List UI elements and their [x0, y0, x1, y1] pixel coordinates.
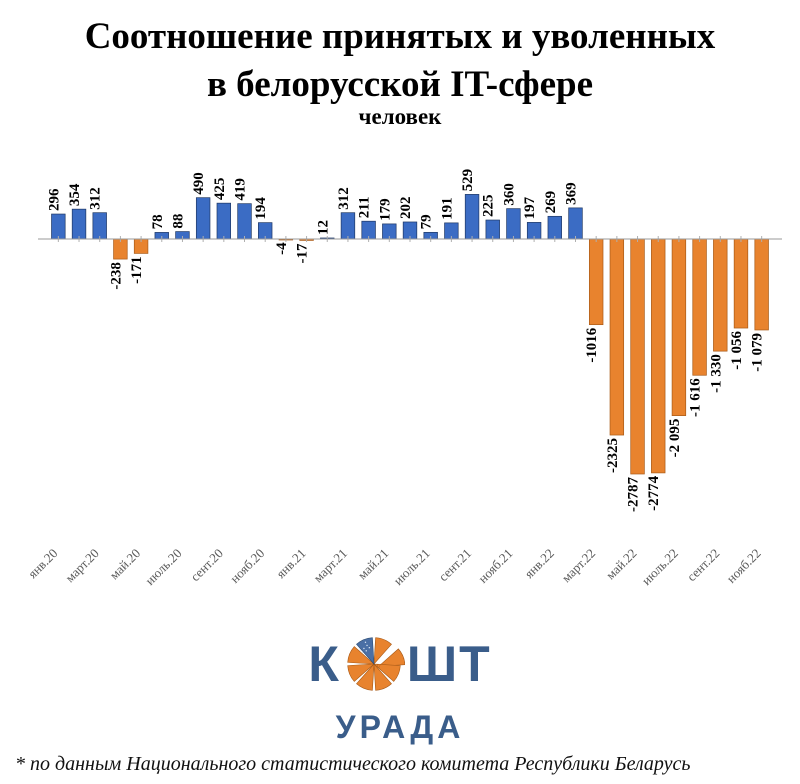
svg-text:296: 296: [46, 188, 62, 211]
svg-text:312: 312: [336, 187, 352, 210]
svg-text:май.21: май.21: [355, 546, 392, 583]
svg-text:179: 179: [377, 198, 393, 221]
svg-text:197: 197: [522, 196, 538, 219]
svg-text:-2 095: -2 095: [667, 419, 683, 458]
svg-text:нояб.20: нояб.20: [227, 546, 267, 586]
svg-text:-17: -17: [295, 243, 311, 263]
svg-text:май.22: май.22: [603, 546, 640, 583]
svg-text:-171: -171: [129, 256, 145, 284]
svg-text:211: 211: [357, 197, 373, 219]
svg-text:425: 425: [212, 178, 228, 201]
svg-text:янв.22: янв.22: [521, 546, 557, 582]
svg-text:июль.22: июль.22: [639, 546, 681, 588]
svg-text:194: 194: [253, 197, 269, 220]
svg-text:-238: -238: [108, 262, 124, 290]
svg-text:-2787: -2787: [626, 477, 642, 512]
svg-text:12: 12: [315, 220, 331, 235]
svg-text:нояб.21: нояб.21: [475, 546, 515, 586]
svg-text:79: 79: [419, 214, 435, 229]
svg-text:-1 616: -1 616: [688, 378, 704, 417]
svg-text:-1 330: -1 330: [708, 354, 724, 393]
svg-text:янв.21: янв.21: [273, 546, 309, 582]
svg-text:269: 269: [543, 191, 559, 214]
svg-text:-1 079: -1 079: [750, 333, 766, 372]
svg-text:-2774: -2774: [646, 475, 662, 510]
svg-text:-1016: -1016: [584, 327, 600, 362]
svg-text:нояб.22: нояб.22: [723, 546, 763, 586]
svg-text:419: 419: [233, 178, 249, 201]
svg-text:360: 360: [501, 183, 517, 206]
svg-text:июль.21: июль.21: [390, 546, 432, 588]
svg-text:май.20: май.20: [106, 546, 143, 583]
svg-text:март.22: март.22: [559, 546, 599, 586]
svg-text:-1 056: -1 056: [729, 331, 745, 370]
svg-text:369: 369: [563, 182, 579, 205]
svg-text:сент.22: сент.22: [684, 546, 723, 585]
svg-text:529: 529: [460, 169, 476, 192]
svg-text:354: 354: [67, 183, 83, 206]
svg-text:март.20: март.20: [62, 546, 102, 586]
svg-text:191: 191: [439, 197, 455, 220]
svg-text:490: 490: [191, 172, 207, 195]
svg-text:март.21: март.21: [310, 546, 350, 586]
svg-text:-2325: -2325: [605, 438, 621, 473]
svg-text:78: 78: [150, 214, 166, 229]
svg-text:сент.21: сент.21: [436, 546, 475, 585]
svg-text:202: 202: [398, 196, 414, 219]
svg-text:88: 88: [170, 214, 186, 229]
svg-text:225: 225: [481, 195, 497, 218]
svg-text:сент.20: сент.20: [187, 546, 226, 585]
svg-text:июль.20: июль.20: [142, 546, 184, 588]
svg-text:янв.20: янв.20: [25, 546, 61, 582]
svg-text:-4: -4: [274, 242, 290, 255]
svg-text:312: 312: [88, 187, 104, 210]
